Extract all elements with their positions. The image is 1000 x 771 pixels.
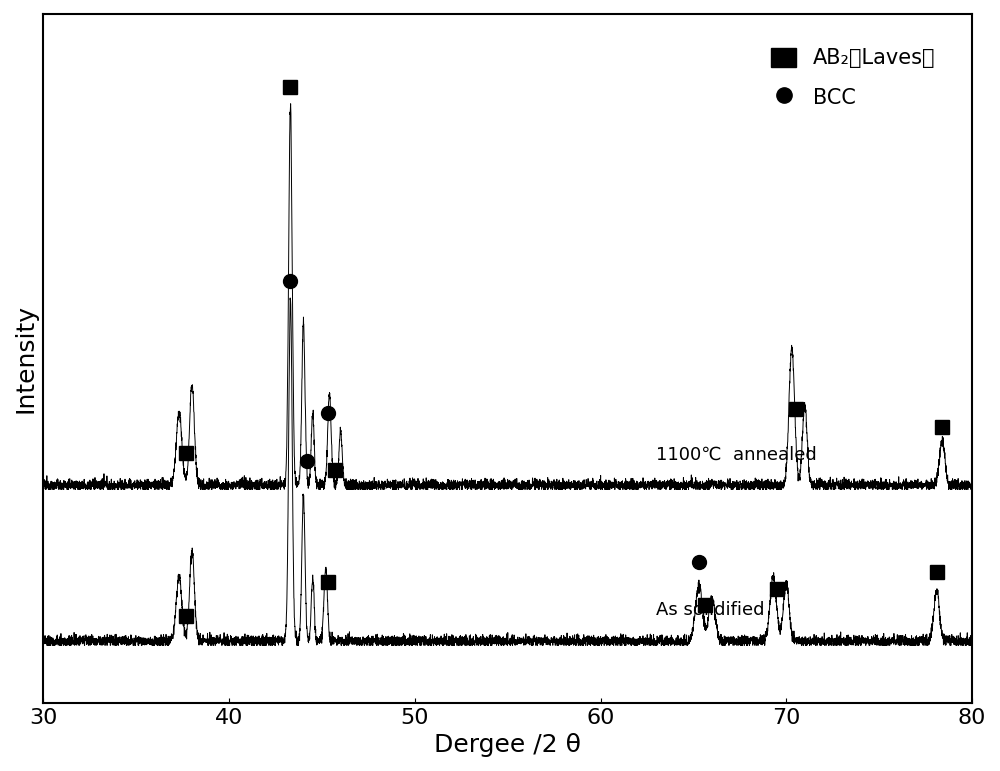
Y-axis label: Intensity: Intensity xyxy=(14,304,38,412)
Legend: AB₂型Laves相, BCC: AB₂型Laves相, BCC xyxy=(755,31,952,124)
X-axis label: Dergee /2 θ: Dergee /2 θ xyxy=(434,733,581,757)
Text: As solidified: As solidified xyxy=(656,601,765,619)
Text: 1100℃  annealed: 1100℃ annealed xyxy=(656,446,817,463)
